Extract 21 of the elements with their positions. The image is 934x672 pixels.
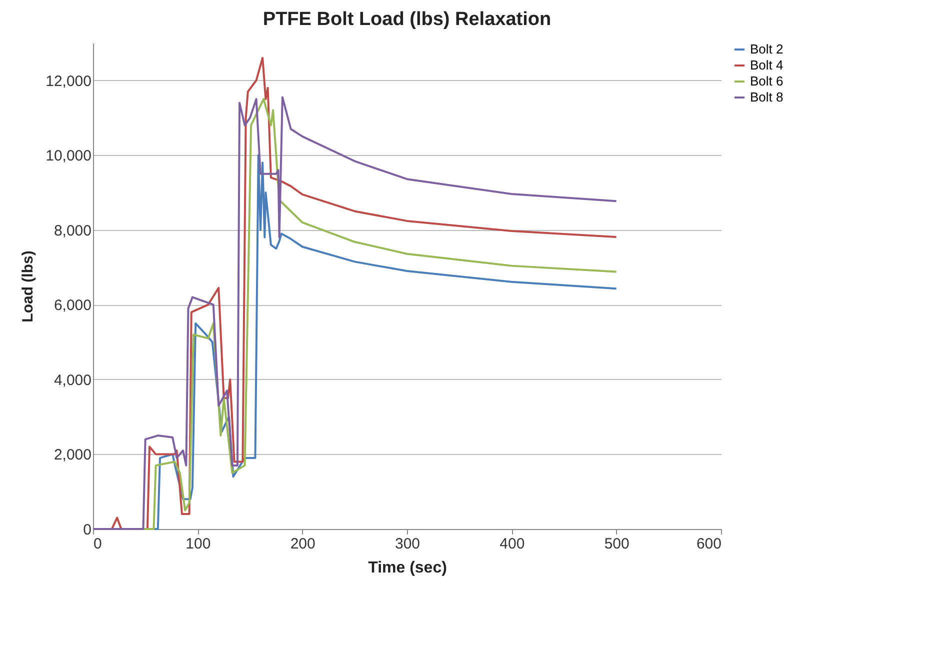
y-tick-label: 12,000 [46, 72, 92, 90]
x-tick-label: 300 [394, 536, 420, 552]
x-tick-label: 500 [604, 536, 630, 552]
x-axis-title: Time (sec) [368, 560, 447, 576]
y-axis-title: Load (lbs) [20, 250, 37, 322]
legend-label: Bolt 4 [750, 58, 784, 72]
y-tick-label: 4,000 [54, 372, 92, 389]
y-tick-label: 0 [83, 522, 92, 538]
x-tick-label: 200 [290, 536, 316, 552]
legend-label: Bolt 8 [750, 90, 784, 104]
x-tick-label: 400 [500, 536, 525, 552]
y-tick-label: 10,000 [46, 148, 92, 165]
legend-label: Bolt 6 [750, 74, 784, 88]
y-tick-label: 8,000 [54, 222, 92, 240]
legend-label: Bolt 2 [750, 42, 784, 56]
y-tick-label: 2,000 [54, 446, 92, 464]
y-tick-label: 6,000 [54, 297, 92, 314]
x-tick-label: 100 [186, 536, 211, 552]
x-tick-label: 0 [94, 536, 102, 552]
chart-title: PTFE Bolt Load (lbs) Relaxation [262, 9, 552, 30]
x-tick-label: 600 [696, 536, 722, 552]
